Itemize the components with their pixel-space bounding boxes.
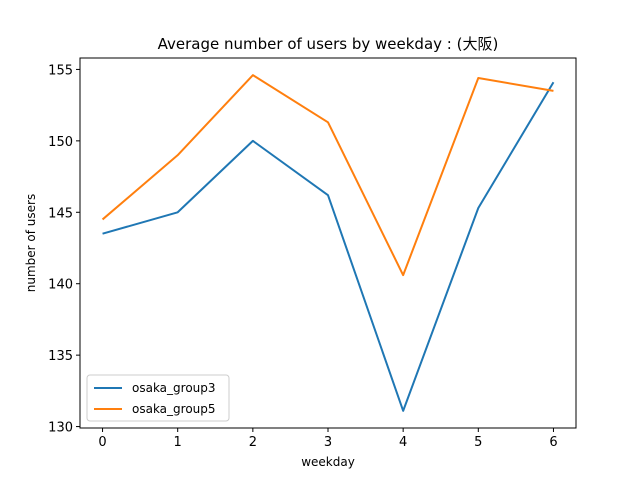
legend-label: osaka_group3 <box>132 381 216 395</box>
series-lines <box>101 74 555 412</box>
x-axis-label: weekday <box>301 455 355 469</box>
y-tick-label: 135 <box>48 349 73 364</box>
y-axis-label: number of users <box>24 194 38 292</box>
y-tick-label: 145 <box>48 206 73 221</box>
plot-area-frame <box>79 57 577 429</box>
y-tick-label: 155 <box>48 63 73 78</box>
x-tick-label: 3 <box>324 435 332 450</box>
x-tick-label: 4 <box>399 435 407 450</box>
y-axis: 130 135 140 145 150 155 <box>48 63 80 436</box>
x-tick-label: 0 <box>98 435 106 450</box>
series-line-osaka_group5 <box>101 74 554 277</box>
legend: osaka_group3 osaka_group5 <box>86 374 230 422</box>
x-tick-label: 2 <box>249 435 257 450</box>
y-tick-label: 140 <box>48 278 73 293</box>
x-axis: 0 1 2 3 4 5 6 <box>98 428 558 450</box>
chart-title: Average number of users by weekday : (大阪… <box>158 35 499 53</box>
y-tick-label: 130 <box>48 421 73 436</box>
x-tick-label: 1 <box>174 435 182 450</box>
y-tick-label: 150 <box>48 135 73 150</box>
series-line-osaka_group3 <box>102 81 555 412</box>
legend-box <box>86 374 230 422</box>
x-tick-label: 6 <box>549 435 557 450</box>
x-tick-label: 5 <box>474 435 482 450</box>
legend-label: osaka_group5 <box>132 402 216 416</box>
